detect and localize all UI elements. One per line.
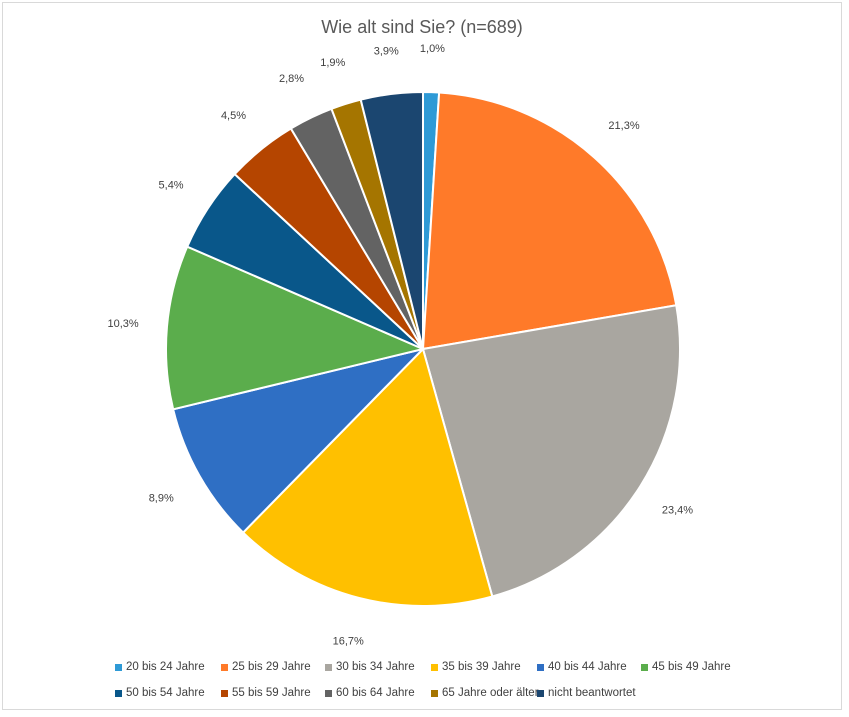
data-label-9: 2,8% bbox=[279, 73, 304, 85]
legend-swatch bbox=[115, 689, 122, 697]
legend-item: 50 bis 54 Jahre bbox=[115, 687, 205, 699]
legend-swatch bbox=[431, 689, 438, 697]
legend-label: 55 bis 59 Jahre bbox=[232, 687, 311, 699]
legend-swatch bbox=[221, 663, 228, 671]
data-label-5: 8,9% bbox=[149, 493, 174, 505]
legend-item: nicht beantwortet bbox=[537, 687, 636, 699]
data-label-6: 10,3% bbox=[108, 318, 139, 330]
data-label-11: 3,9% bbox=[374, 45, 399, 57]
legend-swatch bbox=[537, 663, 544, 671]
legend-label: 35 bis 39 Jahre bbox=[442, 661, 521, 673]
data-label-3: 23,4% bbox=[662, 505, 693, 517]
legend-label: 50 bis 54 Jahre bbox=[126, 687, 205, 699]
legend-swatch bbox=[325, 663, 332, 671]
legend-swatch bbox=[221, 689, 228, 697]
chart-title: Wie alt sind Sie? (n=689) bbox=[321, 17, 523, 37]
legend-swatch bbox=[115, 663, 122, 671]
data-label-7: 5,4% bbox=[159, 179, 184, 191]
data-label-4: 16,7% bbox=[333, 636, 364, 648]
legend-item: 40 bis 44 Jahre bbox=[537, 661, 627, 673]
legend-row-2: 50 bis 54 Jahre 55 bis 59 Jahre 60 bis 64 … bbox=[3, 687, 841, 703]
legend-label: 60 bis 64 Jahre bbox=[336, 687, 415, 699]
legend-item: 30 bis 34 Jahre bbox=[325, 661, 415, 673]
legend-item: 55 bis 59 Jahre bbox=[221, 687, 311, 699]
legend-row-1: 20 bis 24 Jahre 25 bis 29 Jahre 30 bis 34 … bbox=[3, 661, 841, 677]
legend-label: 65 Jahre oder älter bbox=[442, 687, 539, 699]
pie-slice-11 bbox=[359, 90, 424, 350]
legend-label: 20 bis 24 Jahre bbox=[126, 661, 205, 673]
legend-item: 65 Jahre oder älter bbox=[431, 687, 539, 699]
legend-swatch bbox=[641, 663, 648, 671]
legend-label: nicht beantwortet bbox=[548, 687, 636, 699]
legend-item: 60 bis 64 Jahre bbox=[325, 687, 415, 699]
pie-slice-4 bbox=[241, 347, 494, 607]
legend-item: 25 bis 29 Jahre bbox=[221, 661, 311, 673]
legend-item: 20 bis 24 Jahre bbox=[115, 661, 205, 673]
pie-slice-2 bbox=[421, 91, 678, 351]
pie-slice-6 bbox=[165, 245, 427, 411]
legend-swatch bbox=[431, 663, 438, 671]
legend-swatch bbox=[325, 689, 332, 697]
legend-item: 35 bis 39 Jahre bbox=[431, 661, 521, 673]
legend-label: 40 bis 44 Jahre bbox=[548, 661, 627, 673]
legend-swatch bbox=[537, 689, 544, 697]
pie-chart: 1,0% 21,3% 23,4% 16,7% 8,9% 10,3% 5,4% 4,5% 2,8%… bbox=[108, 43, 694, 648]
legend-label: 45 bis 49 Jahre bbox=[652, 661, 731, 673]
legend-item: 45 bis 49 Jahre bbox=[641, 661, 731, 673]
chart-area: Wie alt sind Sie? (n=689) 1,0% 21,3% 23,4%… bbox=[2, 2, 842, 710]
data-label-10: 1,9% bbox=[320, 57, 345, 69]
data-label-2: 21,3% bbox=[608, 120, 639, 132]
data-label-1: 1,0% bbox=[420, 43, 445, 55]
legend-label: 30 bis 34 Jahre bbox=[336, 661, 415, 673]
data-label-8: 4,5% bbox=[221, 110, 246, 122]
legend-label: 25 bis 29 Jahre bbox=[232, 661, 311, 673]
pie-slice-3 bbox=[421, 304, 681, 598]
